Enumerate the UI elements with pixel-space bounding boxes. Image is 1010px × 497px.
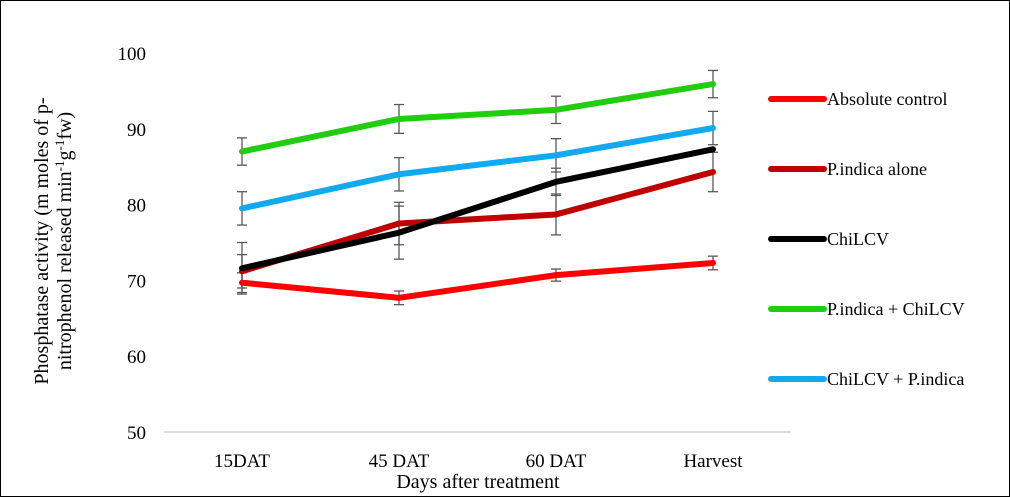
series-line-p-indica-chilcv: [239, 81, 716, 155]
x-tick-label: 60 DAT: [526, 451, 587, 472]
y-tick-label: 80: [127, 196, 146, 217]
legend-label: ChiLCV: [827, 229, 889, 249]
x-axis-title: Days after treatment: [396, 471, 560, 493]
legend-label: P.indica + ChiLCV: [827, 299, 965, 319]
legend-label: ChiLCV + P.indica: [827, 369, 964, 389]
y-axis-title-line-2: nitrophenol released min-1g-1fw): [52, 112, 77, 370]
series-line-chilcv: [239, 146, 716, 272]
legend-item: P.indica alone: [768, 159, 927, 179]
x-tick-label: 45 DAT: [369, 451, 430, 472]
series-line-absolute-control: [239, 259, 716, 301]
y-tick-label: 70: [127, 271, 146, 292]
legend-item: ChiLCV: [768, 229, 889, 249]
x-tick-label: 15DAT: [214, 451, 270, 472]
legend-label: P.indica alone: [827, 159, 927, 179]
legend-item: ChiLCV + P.indica: [768, 369, 964, 389]
legend-label: Absolute control: [827, 89, 947, 109]
legend: Absolute control P.indica alone ChiLCV P.in…: [768, 89, 965, 389]
series-line-chilcv-p-indica: [239, 125, 716, 212]
series-lines: [239, 81, 716, 301]
x-tick-label: Harvest: [683, 451, 743, 472]
legend-item: P.indica + ChiLCV: [768, 299, 965, 319]
y-axis-title-line-1: Phosphatase activity (m moles of p-: [31, 97, 53, 384]
x-tick-labels: 15DAT 45 DAT 60 DAT Harvest: [214, 451, 743, 472]
series-line-p-indica-alone: [239, 169, 716, 275]
y-tick-label: 50: [127, 423, 146, 444]
y-tick-label: 100: [118, 44, 147, 65]
y-tick-label: 60: [127, 347, 146, 368]
y-tick-label: 90: [127, 120, 146, 141]
y-axis-title: Phosphatase activity (m moles of p-nitro…: [31, 97, 76, 384]
legend-item: Absolute control: [768, 89, 947, 109]
y-tick-labels: 50 60 70 80 90 100: [118, 44, 147, 444]
